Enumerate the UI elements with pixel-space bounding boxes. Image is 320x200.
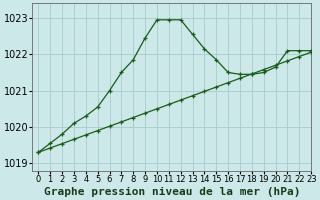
X-axis label: Graphe pression niveau de la mer (hPa): Graphe pression niveau de la mer (hPa) bbox=[44, 186, 300, 197]
